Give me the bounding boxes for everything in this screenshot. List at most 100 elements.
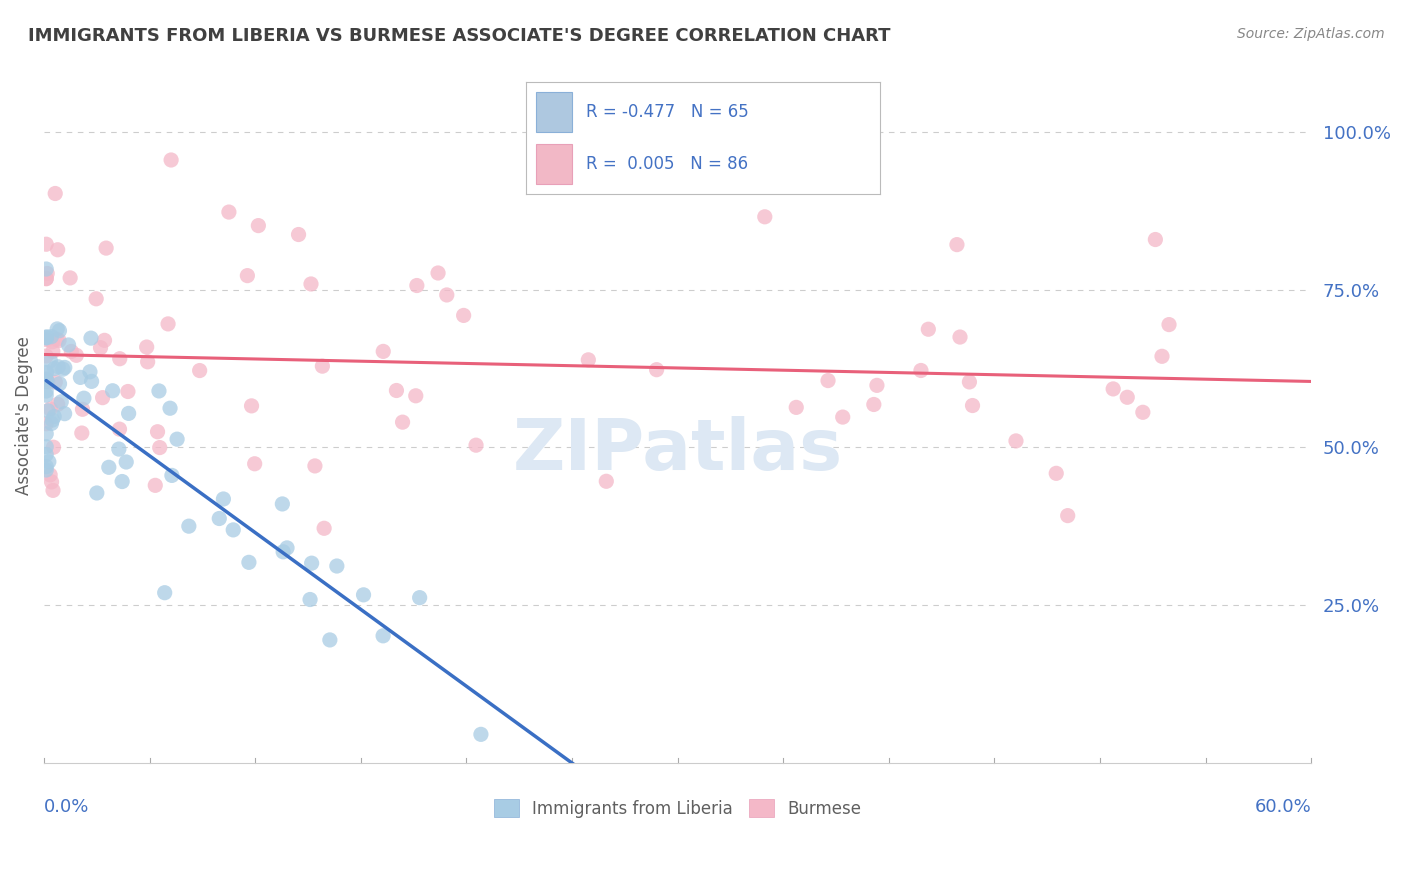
Point xyxy=(35,331,58,345)
Point xyxy=(287,227,309,242)
Point xyxy=(247,219,270,233)
Point xyxy=(177,519,200,533)
Point xyxy=(38,455,60,469)
Point xyxy=(72,402,94,417)
Point xyxy=(84,292,107,306)
Point xyxy=(35,459,58,474)
Point xyxy=(44,186,66,201)
Point xyxy=(35,440,58,454)
Point xyxy=(39,467,62,482)
Point xyxy=(299,592,322,607)
Point xyxy=(115,455,138,469)
Point xyxy=(408,591,430,605)
Point xyxy=(35,366,58,380)
Point xyxy=(143,478,166,492)
Point xyxy=(373,344,395,359)
Point xyxy=(86,486,108,500)
Point xyxy=(117,406,139,420)
Point xyxy=(817,374,839,388)
Point xyxy=(236,268,259,283)
Point xyxy=(41,417,63,431)
Point xyxy=(1056,508,1078,523)
Point xyxy=(166,432,188,446)
Point xyxy=(35,417,58,431)
Point xyxy=(326,559,349,574)
Point xyxy=(319,632,342,647)
Point xyxy=(41,334,63,349)
Point xyxy=(1102,382,1125,396)
Point xyxy=(111,475,134,489)
Point xyxy=(135,340,157,354)
Point xyxy=(391,415,413,429)
Point xyxy=(46,243,69,257)
Legend: Immigrants from Liberia, Burmese: Immigrants from Liberia, Burmese xyxy=(486,793,869,824)
Point xyxy=(91,391,114,405)
Point xyxy=(160,153,183,167)
Point xyxy=(1132,405,1154,419)
Point xyxy=(79,365,101,379)
Point xyxy=(48,376,70,391)
Point xyxy=(35,426,58,441)
Point xyxy=(153,585,176,599)
Point xyxy=(149,441,172,455)
Point xyxy=(276,541,298,555)
Point xyxy=(862,397,884,411)
Text: IMMIGRANTS FROM LIBERIA VS BURMESE ASSOCIATE'S DEGREE CORRELATION CHART: IMMIGRANTS FROM LIBERIA VS BURMESE ASSOC… xyxy=(28,27,890,45)
Y-axis label: Associate's Degree: Associate's Degree xyxy=(15,336,32,495)
Text: 60.0%: 60.0% xyxy=(1254,797,1312,816)
Point xyxy=(645,362,668,376)
Point xyxy=(1144,233,1167,247)
Point xyxy=(910,363,932,377)
Point xyxy=(97,460,120,475)
Point xyxy=(44,361,66,376)
Point xyxy=(35,384,58,398)
Point xyxy=(70,425,93,440)
Point xyxy=(271,497,294,511)
Point xyxy=(465,438,488,452)
Point xyxy=(46,397,69,411)
Point xyxy=(42,483,65,498)
Point xyxy=(962,399,984,413)
Point xyxy=(35,331,58,345)
Point xyxy=(470,727,492,741)
Point xyxy=(35,262,58,277)
Point xyxy=(39,401,62,416)
Point xyxy=(1005,434,1028,448)
Point xyxy=(866,378,889,392)
Point xyxy=(957,375,980,389)
Point xyxy=(44,375,66,389)
Point xyxy=(427,266,450,280)
Point xyxy=(89,341,111,355)
Point xyxy=(80,331,103,345)
Point xyxy=(35,333,58,347)
Point xyxy=(41,413,63,427)
Point xyxy=(46,359,69,374)
Point xyxy=(52,362,75,376)
Point xyxy=(45,332,67,346)
Point xyxy=(59,271,82,285)
Point xyxy=(148,384,170,398)
Point xyxy=(53,407,76,421)
Point xyxy=(1157,318,1180,332)
Point xyxy=(35,365,58,379)
Point xyxy=(917,322,939,336)
Point xyxy=(831,410,853,425)
Point xyxy=(314,521,336,535)
Point xyxy=(949,330,972,344)
Point xyxy=(44,409,66,424)
Point xyxy=(39,353,62,368)
Point xyxy=(208,511,231,525)
Point xyxy=(353,588,375,602)
Point xyxy=(301,556,323,570)
Point xyxy=(108,422,131,436)
Point xyxy=(58,338,80,352)
Point xyxy=(160,468,183,483)
Point xyxy=(304,458,326,473)
Point xyxy=(117,384,139,399)
Point xyxy=(35,237,58,252)
Point xyxy=(218,205,240,219)
Point xyxy=(65,348,87,362)
Point xyxy=(35,330,58,344)
Point xyxy=(35,349,58,363)
Point xyxy=(159,401,181,416)
